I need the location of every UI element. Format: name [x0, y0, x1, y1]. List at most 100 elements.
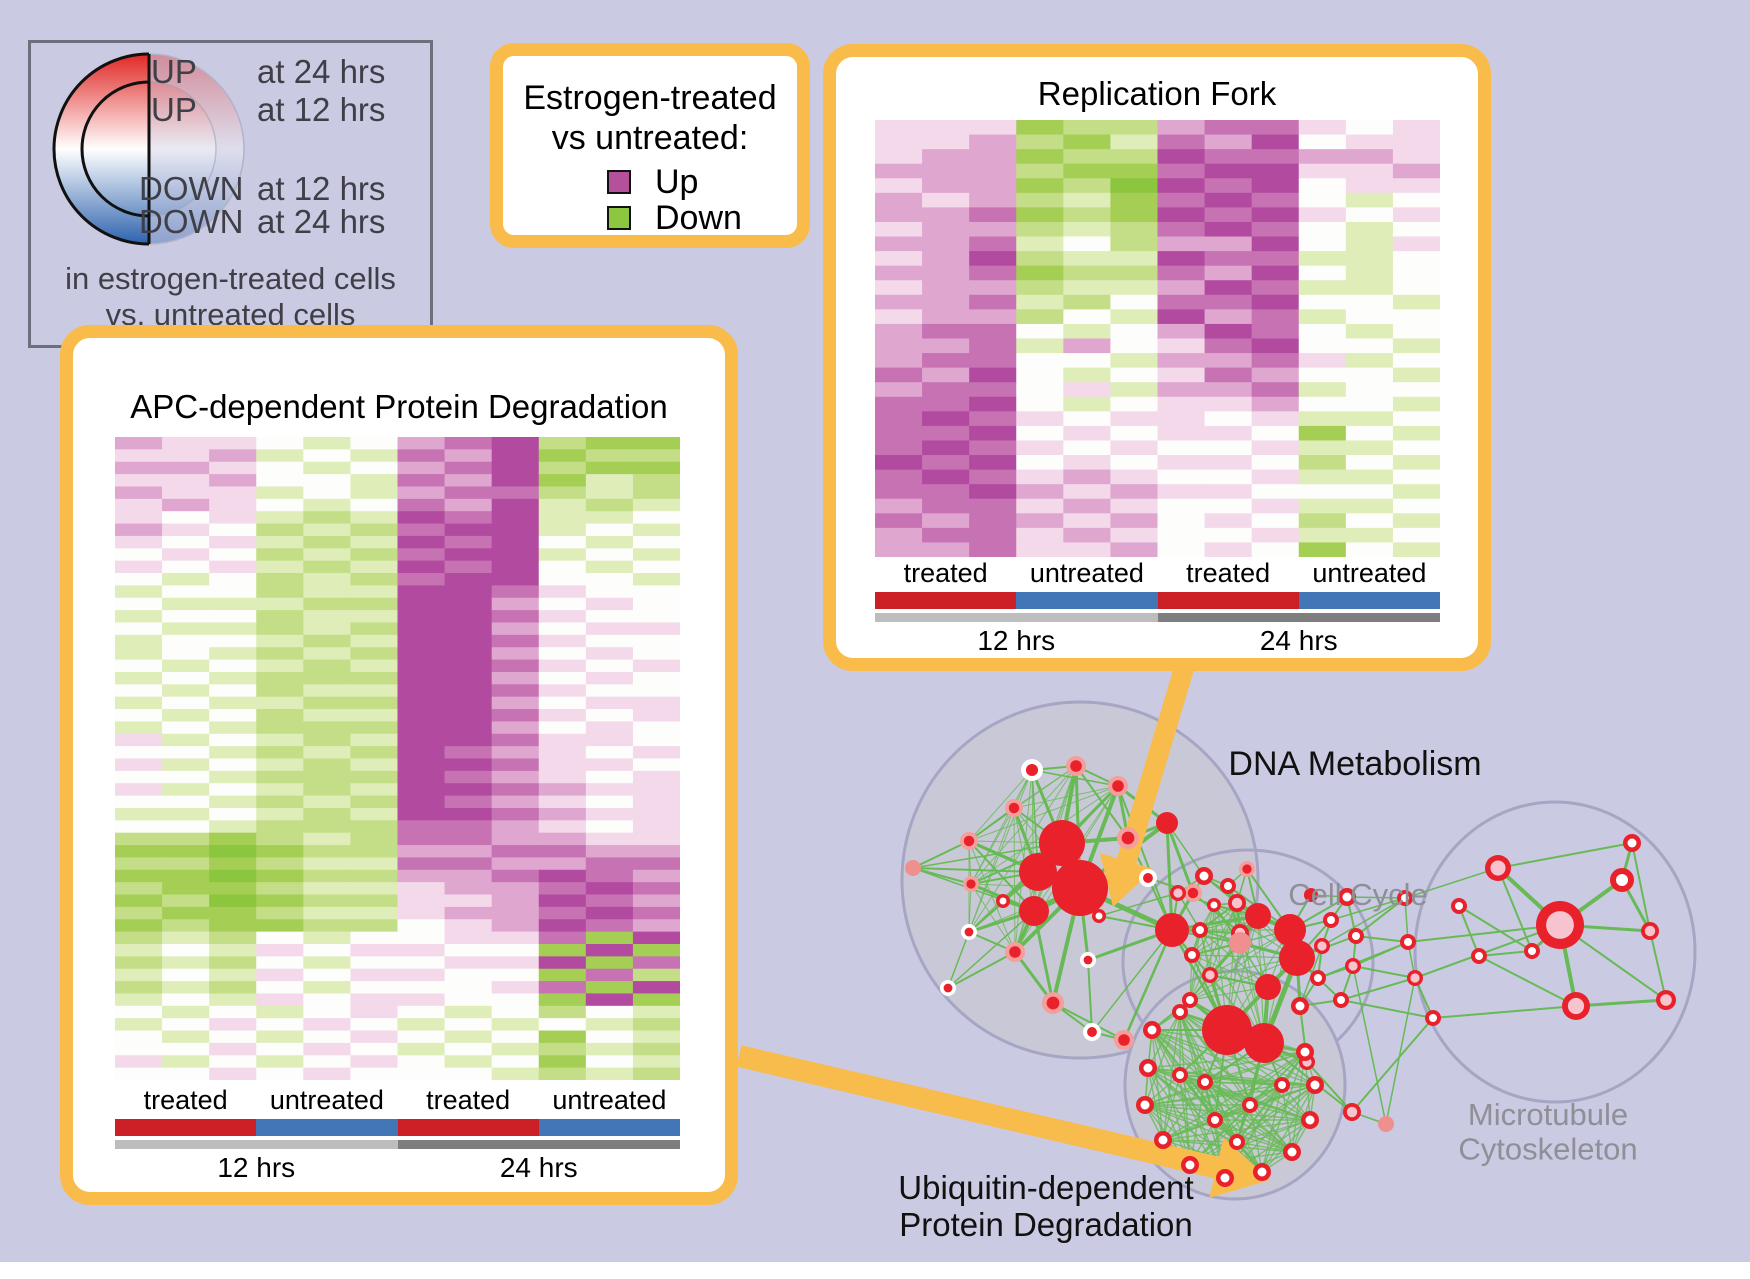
- apc-condition-bar: [115, 1119, 680, 1136]
- condition-label: treated: [426, 1085, 511, 1115]
- network-node-core: [1567, 997, 1585, 1015]
- ring-legend-labels: UP at 24 hrs UP at 12 hrs DOWN at 12 hrs DOWN a…: [31, 43, 430, 345]
- network-node-core: [1201, 1078, 1209, 1086]
- time-span-bar-24hrs: [397, 1140, 680, 1149]
- apc-time-labels: 12 hrs 24 hrs: [115, 1152, 680, 1184]
- condition-label: untreated: [269, 1085, 384, 1115]
- updown-ring-icon: [52, 52, 245, 246]
- replication-fork-time-labels: 12 hrs 24 hrs: [875, 625, 1440, 657]
- apc-time-bar: [115, 1140, 680, 1149]
- network-node-core: [1009, 946, 1021, 958]
- network-node-core: [1025, 763, 1039, 777]
- network-node-core: [999, 897, 1007, 905]
- legend-swatch-icon: [607, 170, 631, 194]
- estrogen-legend-title-line1: Estrogen-treated: [523, 79, 777, 117]
- ring-caption-line: in estrogen-treated cells: [65, 261, 396, 296]
- condition-color-bar-treated: [397, 1119, 539, 1136]
- condition-color-bar-treated: [1157, 592, 1299, 609]
- ring-direction-label: UP: [151, 53, 197, 90]
- network-node-core: [1121, 831, 1135, 845]
- apc-panel: APC-dependent Protein Degradation treate…: [60, 325, 738, 1205]
- ring-timepoint-label: at 12 hrs: [257, 91, 386, 128]
- network-node-core: [1008, 802, 1020, 814]
- ring-legend-box: UP at 24 hrs UP at 12 hrs DOWN at 12 hrs DOWN a…: [28, 40, 433, 348]
- annotation-arrow: [736, 1045, 1270, 1198]
- time-label: 24 hrs: [1259, 625, 1338, 656]
- time-span-bar-12hrs: [875, 613, 1158, 622]
- condition-label: treated: [1186, 558, 1271, 588]
- network-node-core: [1327, 916, 1335, 924]
- network-node: [1229, 932, 1251, 954]
- network-node-core: [1186, 996, 1194, 1004]
- legend-item-up: Up: [607, 163, 742, 201]
- replication-fork-time-bar: [875, 613, 1440, 622]
- estrogen-legend-title-line2: vs untreated:: [551, 119, 749, 157]
- ring-legend-row: UP at 12 hrs: [31, 91, 430, 131]
- network-node-core: [1070, 760, 1082, 772]
- time-label: 12 hrs: [217, 1152, 296, 1183]
- network-node-core: [1224, 882, 1232, 890]
- network-node-core: [1528, 947, 1536, 955]
- network-node: [1245, 903, 1271, 929]
- apc-heatmap-grid: [115, 437, 680, 1080]
- cluster-label-ubiquitin-degradation: Ubiquitin-dependent Protein Degradation: [898, 1169, 1193, 1243]
- network-node-core: [1185, 1160, 1195, 1170]
- time-span-bar-24hrs: [1157, 613, 1440, 622]
- network-node: [1039, 820, 1085, 866]
- condition-color-bar-untreated: [1016, 592, 1158, 609]
- network-node: [1019, 896, 1049, 926]
- network-node: [1202, 1005, 1252, 1055]
- network-node-core: [1305, 1115, 1315, 1125]
- network-node-core: [1257, 1167, 1267, 1177]
- condition-label: treated: [143, 1085, 228, 1115]
- network-node-core: [1158, 1135, 1168, 1145]
- network-node-core: [943, 983, 953, 993]
- time-label: 24 hrs: [499, 1152, 578, 1183]
- network-node-core: [1176, 1071, 1184, 1079]
- ring-direction-label: DOWN: [139, 203, 244, 240]
- condition-color-bar-untreated: [538, 1119, 680, 1136]
- network-node-core: [1348, 961, 1358, 971]
- network-node-core: [1143, 873, 1153, 883]
- network-node-core: [1118, 1034, 1130, 1046]
- condition-label: untreated: [1029, 558, 1144, 588]
- network-node-core: [1220, 1173, 1230, 1183]
- time-label: 12 hrs: [977, 625, 1056, 656]
- network-node-core: [1187, 887, 1199, 899]
- network-node-core: [1287, 1147, 1297, 1157]
- network-node-core: [1246, 1101, 1254, 1109]
- legend-item-down: Down: [607, 198, 742, 237]
- legend-swatch-icon: [607, 206, 631, 230]
- network-node-core: [1095, 912, 1103, 920]
- network-node-core: [1199, 871, 1209, 881]
- ring-timepoint-label: at 24 hrs: [257, 203, 386, 240]
- network-node: [1274, 914, 1306, 946]
- estrogen-legend-items: Up Down: [607, 163, 742, 237]
- network-node-core: [1196, 926, 1204, 934]
- cluster-microtubule-cytoskeleton: [1413, 800, 1697, 1104]
- network-node-core: [1211, 1116, 1219, 1124]
- ring-direction-label: UP: [151, 91, 197, 128]
- condition-label: treated: [903, 558, 988, 588]
- network-node-core: [1342, 892, 1352, 902]
- replication-fork-panel-title: Replication Fork: [1037, 75, 1277, 112]
- network-node-core: [1233, 1138, 1241, 1146]
- network-node-core: [1140, 1100, 1150, 1110]
- replication-fork-panel: Replication Fork treated untreated treated…: [823, 44, 1491, 671]
- network-node-core: [1310, 1080, 1320, 1090]
- condition-label: untreated: [1312, 558, 1427, 588]
- network-node-core: [1660, 994, 1672, 1006]
- condition-label: untreated: [552, 1085, 667, 1115]
- legend-item-label: Down: [655, 198, 742, 237]
- network-node-core: [1346, 1106, 1358, 1118]
- condition-color-bar-treated: [115, 1119, 257, 1136]
- apc-panel-title: APC-dependent Protein Degradation: [130, 388, 668, 425]
- network-node-core: [966, 879, 976, 889]
- network-node-core: [1404, 938, 1412, 946]
- network-node-core: [1410, 973, 1420, 983]
- network-node-core: [1317, 941, 1327, 951]
- apc-condition-labels: treated untreated treated untreated: [115, 1085, 680, 1116]
- network-node-core: [1295, 1001, 1305, 1011]
- network-node-core: [1231, 897, 1243, 909]
